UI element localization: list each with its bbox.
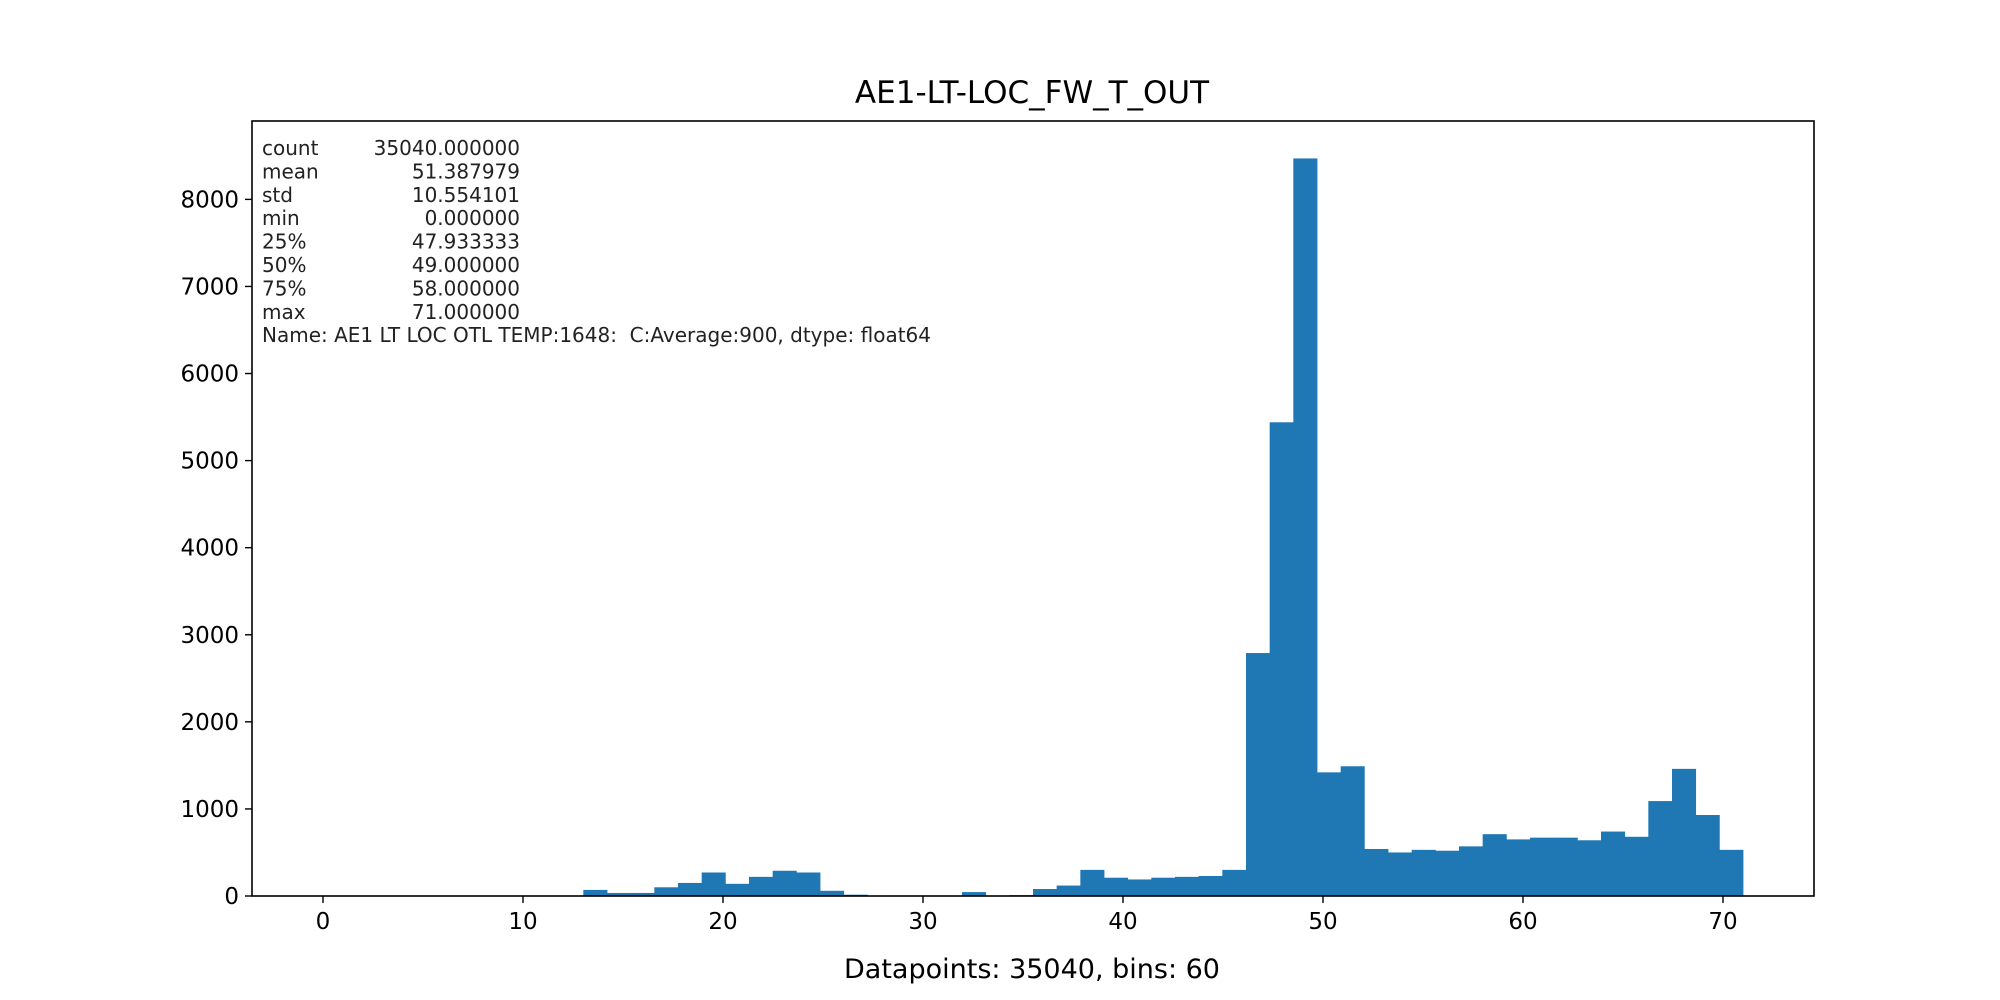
y-tick-label: 1000	[180, 797, 239, 823]
histogram-bar	[725, 883, 750, 896]
histogram-bar	[1127, 879, 1152, 896]
stats-name-line: Name: AE1 LT LOC OTL TEMP:1648: C:Averag…	[262, 323, 931, 347]
chart-title: AE1-LT-LOC_FW_T_OUT	[855, 75, 1210, 111]
stats-label: min	[262, 206, 300, 230]
histogram-bar	[1411, 849, 1436, 896]
y-tick-label: 2000	[180, 710, 239, 736]
histogram-bar	[678, 882, 703, 896]
histogram-bar	[1601, 831, 1626, 896]
histogram-bar	[1340, 766, 1365, 896]
plot-frame	[251, 120, 1815, 897]
histogram-bar	[1388, 852, 1413, 896]
stats-value: 51.387979	[412, 159, 520, 183]
histogram-bar	[1080, 869, 1105, 896]
stats-label: 50%	[262, 253, 306, 277]
histogram-bar	[1553, 837, 1578, 896]
stats-label: count	[262, 136, 319, 160]
histogram-bar	[1695, 815, 1720, 896]
histogram-bar	[1435, 850, 1460, 896]
histogram-bar	[1246, 653, 1271, 896]
histogram-bar	[1293, 158, 1318, 896]
stats-value: 10.554101	[412, 183, 520, 207]
stats-value: 49.000000	[412, 253, 520, 277]
y-tick-label: 7000	[180, 274, 239, 300]
histogram-bar	[1364, 848, 1389, 896]
histogram-bar	[1672, 768, 1697, 896]
histogram-bar	[1719, 849, 1744, 896]
x-axis: 0 10 20 30 40 50 60 70	[316, 896, 1738, 935]
histogram-bar	[796, 872, 821, 896]
y-tick-label: 5000	[180, 449, 239, 475]
y-tick-label: 8000	[180, 187, 239, 213]
histogram-bar	[749, 876, 774, 896]
y-tick-label: 0	[224, 884, 239, 910]
histogram-bar	[1317, 772, 1342, 896]
histogram-bar	[607, 892, 632, 896]
histogram-bar	[1648, 801, 1673, 896]
histogram-bar	[1222, 869, 1247, 896]
x-tick-label: 10	[508, 909, 537, 935]
histogram-bar	[1459, 846, 1484, 896]
x-tick-label: 60	[1508, 909, 1537, 935]
stats-value: 58.000000	[412, 276, 520, 300]
histogram-bar	[1151, 877, 1176, 896]
y-tick-label: 3000	[180, 623, 239, 649]
histogram-bar	[1624, 836, 1649, 896]
histogram-bar	[630, 892, 655, 896]
histogram-bar	[1530, 837, 1555, 896]
histogram-bar	[583, 889, 608, 896]
x-tick-label: 50	[1308, 909, 1337, 935]
stats-value: 0.000000	[425, 206, 520, 230]
y-tick-label: 6000	[180, 362, 239, 388]
histogram-bar	[1198, 875, 1223, 896]
histogram-bar	[654, 887, 679, 896]
stats-value: 71.000000	[412, 300, 520, 324]
histogram-bar	[701, 872, 726, 896]
histogram-bar	[772, 870, 797, 896]
stats-label: std	[262, 183, 293, 207]
histogram-bar	[1269, 422, 1294, 896]
histogram-bar	[1577, 840, 1602, 896]
histogram-bar	[1506, 839, 1531, 896]
histogram-bar	[1482, 834, 1507, 896]
stats-label: max	[262, 300, 306, 324]
bars-group	[583, 158, 1744, 896]
y-axis: 0 1000 2000 3000 4000 5000 6000 7000 8000	[180, 187, 252, 910]
histogram-bar	[962, 892, 987, 896]
histogram-bar	[1175, 876, 1200, 896]
stats-label: 75%	[262, 276, 306, 300]
x-tick-label: 30	[908, 909, 937, 935]
histogram-bar	[820, 890, 845, 896]
x-tick-label: 20	[708, 909, 737, 935]
histogram-bar	[1104, 877, 1129, 896]
stats-annotation: count 35040.000000 mean 51.387979 std 10.5541…	[262, 136, 931, 347]
x-tick-label: 0	[316, 909, 331, 935]
x-tick-label: 70	[1708, 909, 1737, 935]
stats-value: 35040.000000	[374, 136, 520, 160]
y-tick-label: 4000	[180, 536, 239, 562]
x-tick-label: 40	[1108, 909, 1137, 935]
stats-label: 25%	[262, 230, 306, 254]
stats-label: mean	[262, 159, 319, 183]
histogram-bar	[1056, 885, 1081, 896]
stats-value: 47.933333	[412, 230, 520, 254]
x-axis-label: Datapoints: 35040, bins: 60	[844, 954, 1220, 985]
histogram-bar	[1033, 889, 1058, 896]
